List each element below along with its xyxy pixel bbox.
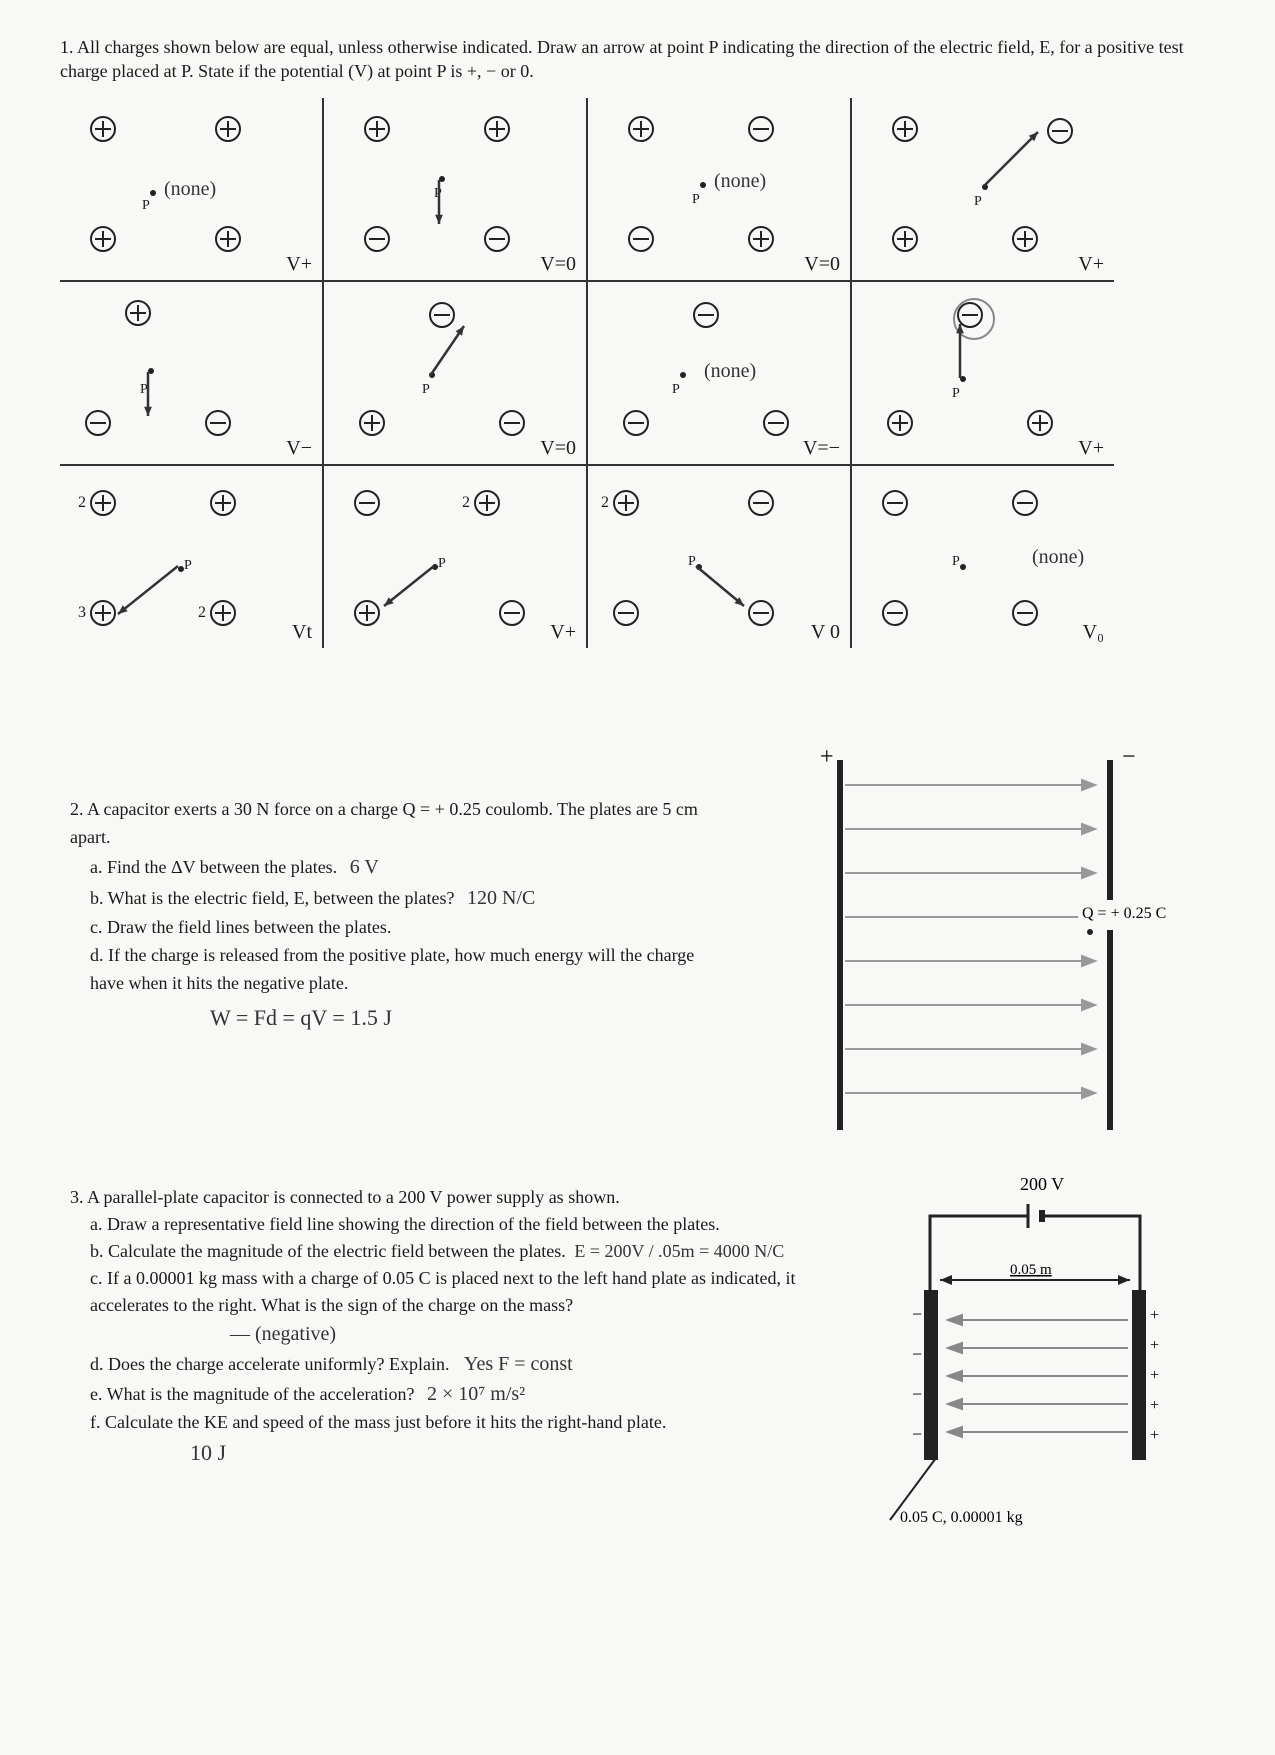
svg-text:−: − — [912, 1304, 922, 1324]
svg-text:0.05 C, 0.00001 kg: 0.05 C, 0.00001 kg — [900, 1509, 1023, 1526]
q3f: f. Calculate the KE and speed of the mas… — [70, 1409, 830, 1436]
svg-text:−: − — [912, 1424, 922, 1444]
q3d-answer: Yes F = const — [464, 1353, 573, 1375]
q3b: b. Calculate the magnitude of the electr… — [90, 1241, 566, 1261]
capacitor3-diagram: 200 V 0.05 m − − − − + + + + + 0.05 C, 0.00001 … — [870, 1170, 1200, 1530]
svg-text:−: − — [912, 1384, 922, 1404]
q1-prompt: 1. All charges shown below are equal, un… — [60, 35, 1215, 84]
q3b-answer: E = 200V / .05m = 4000 N/C — [574, 1241, 784, 1261]
q2d: d. If the charge is released from the po… — [70, 942, 710, 998]
q2b-answer: 120 N/C — [467, 887, 535, 909]
q3c-answer: — (negative) — [210, 1319, 830, 1349]
svg-text:+: + — [820, 744, 834, 770]
charge-grid: P(none)V+PV=0P(none)V=0PV+PV−PV=0P(none)… — [60, 98, 1114, 648]
q3a: a. Draw a representative field line show… — [70, 1211, 830, 1238]
svg-text:+: + — [1150, 1307, 1159, 1324]
q2c: c. Draw the field lines between the plat… — [70, 914, 710, 942]
q2a: a. Find the ΔV between the plates. — [90, 857, 337, 877]
svg-text:+: + — [1150, 1397, 1159, 1414]
q3d: d. Does the charge accelerate uniformly?… — [90, 1354, 450, 1374]
q2-lead: 2. A capacitor exerts a 30 N force on a … — [70, 796, 710, 852]
q3f-answer: 10 J — [190, 1436, 830, 1469]
svg-text:0.05 m: 0.05 m — [1010, 1262, 1052, 1278]
q3e-answer: 2 × 10⁷ m/s² — [427, 1383, 525, 1405]
q2b: b. What is the electric field, E, betwee… — [90, 888, 455, 908]
q3-block: 3. A parallel-plate capacitor is connect… — [70, 1184, 830, 1469]
svg-text:200 V: 200 V — [1020, 1174, 1064, 1194]
q3c: c. If a 0.00001 kg mass with a charge of… — [70, 1265, 830, 1319]
svg-text:+: + — [1150, 1367, 1159, 1384]
q2-work: W = Fd = qV = 1.5 J — [210, 1001, 710, 1035]
svg-text:−: − — [1122, 744, 1136, 770]
q3e: e. What is the magnitude of the accelera… — [90, 1384, 415, 1404]
q2a-answer: 6 V — [350, 856, 379, 878]
q3-lead: 3. A parallel-plate capacitor is connect… — [70, 1184, 830, 1211]
svg-text:+: + — [1150, 1427, 1159, 1444]
capacitor2-diagram: + − Q = + 0.25 C — [790, 740, 1170, 1140]
q2-block: 2. A capacitor exerts a 30 N force on a … — [70, 796, 710, 1036]
svg-text:−: − — [912, 1344, 922, 1364]
worksheet-page: 1. All charges shown below are equal, un… — [0, 0, 1275, 1755]
svg-text:Q = + 0.25 C: Q = + 0.25 C — [1082, 905, 1166, 922]
svg-text:+: + — [1150, 1337, 1159, 1354]
